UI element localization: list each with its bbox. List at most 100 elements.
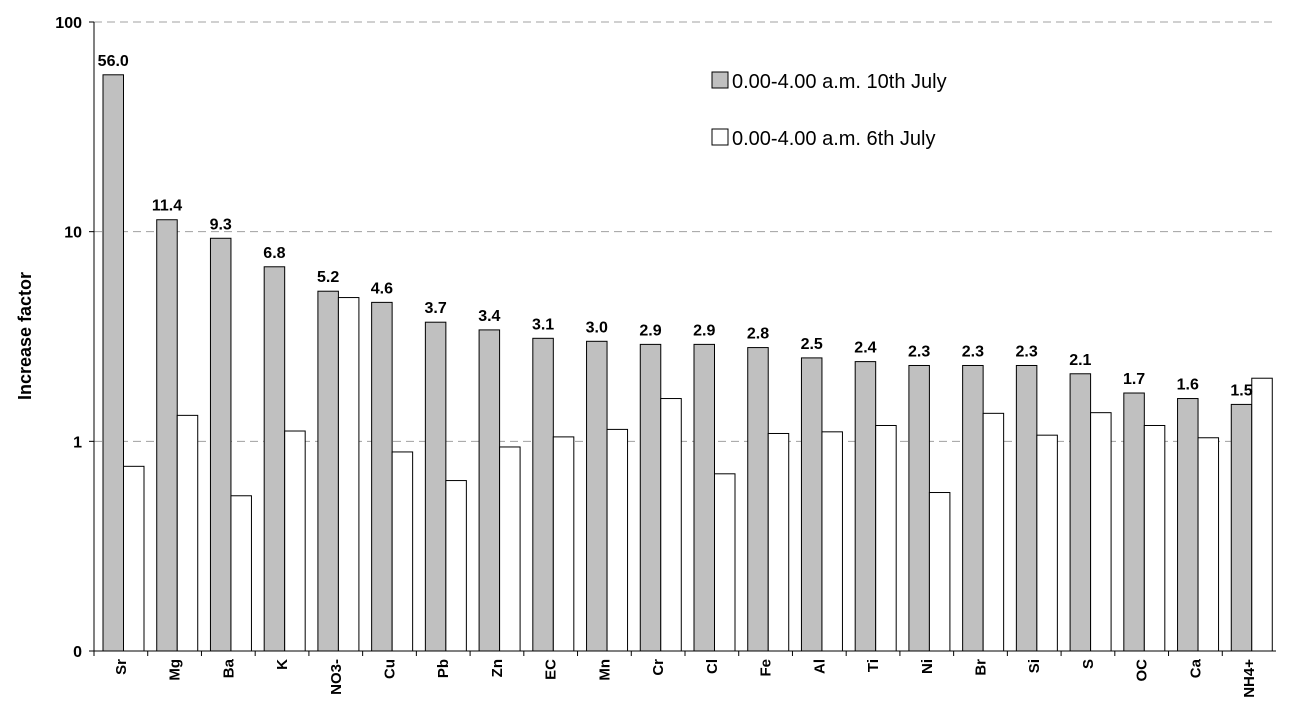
bar-10th-july xyxy=(317,290,339,652)
bar-10th-july xyxy=(800,357,823,652)
bar-10th-july xyxy=(156,219,178,652)
y-axis-title: Increase factor xyxy=(15,272,35,400)
bar-6th-july xyxy=(176,414,199,652)
x-tick-label: Ca xyxy=(1187,658,1204,678)
bar-6th-july xyxy=(821,431,843,652)
bar-6th-july xyxy=(1197,437,1220,652)
bar-6th-july xyxy=(714,473,736,652)
x-tick-label: NO3- xyxy=(328,659,345,695)
bar-10th-july xyxy=(639,343,662,652)
x-tick-label: Ti xyxy=(865,659,882,672)
bar-6th-july xyxy=(445,480,467,652)
x-tick-label: Cr xyxy=(650,659,667,676)
bar-10th-july xyxy=(209,237,232,652)
x-tick-label: Al xyxy=(811,659,828,674)
data-label: 1.6 xyxy=(1177,377,1199,394)
data-label: 2.9 xyxy=(693,322,715,339)
x-tick-label: Si xyxy=(1026,659,1043,673)
data-labels: 56.0 11.4 9.3 6.8 5.2 4.6 3.7 3.4 3.1 3.0 2.9 2.9 2.… xyxy=(98,53,1253,400)
data-label: 9.3 xyxy=(210,216,232,233)
data-label: 3.4 xyxy=(478,308,500,325)
bar-6th-july xyxy=(660,398,682,652)
bar-10th-july xyxy=(962,364,984,652)
bar-10th-july xyxy=(1069,373,1092,652)
bar-6th-july xyxy=(391,451,414,652)
x-tick-label: K xyxy=(274,659,291,670)
x-tick-label: Cu xyxy=(382,659,399,679)
bar-6th-july xyxy=(337,297,360,652)
data-label: 2.9 xyxy=(639,322,661,339)
x-tick-label: Fe xyxy=(758,659,775,677)
x-tick-label: OC xyxy=(1134,659,1151,682)
bar-10th-july xyxy=(478,329,501,652)
y-ticks: 0 1 10 100 xyxy=(55,15,94,661)
x-tick-label: Mn xyxy=(596,659,613,681)
x-tick-label: NH4+ xyxy=(1241,659,1258,698)
x-tick-label: Sr xyxy=(113,659,130,675)
bar-10th-july xyxy=(1177,398,1199,652)
data-label: 4.6 xyxy=(371,280,393,297)
bar-10th-july xyxy=(371,301,393,652)
bar-6th-july xyxy=(230,495,252,652)
data-label: 2.3 xyxy=(1015,343,1037,360)
bar-6th-july xyxy=(1251,377,1273,652)
data-label: 2.1 xyxy=(1069,352,1091,369)
data-label: 1.5 xyxy=(1230,382,1252,399)
bar-10th-july xyxy=(424,321,447,652)
data-label: 2.8 xyxy=(747,326,769,343)
bar-10th-july xyxy=(586,340,608,652)
x-tick-label: Ba xyxy=(220,658,237,678)
x-tick-label: EC xyxy=(543,659,560,680)
bar-6th-july xyxy=(123,465,145,652)
bar-10th-july xyxy=(532,337,554,652)
data-label: 2.3 xyxy=(908,343,930,360)
legend-label-series-2: 0.00-4.00 a.m. 6th July xyxy=(732,128,935,150)
bar-6th-july xyxy=(499,446,521,652)
legend-swatch-series-1 xyxy=(711,71,729,89)
bar-10th-july xyxy=(102,74,124,652)
y-tick-label: 1 xyxy=(73,434,82,451)
data-label: 11.4 xyxy=(152,198,182,215)
bar-10th-july xyxy=(693,343,715,652)
bar-6th-july xyxy=(1143,424,1166,652)
bars xyxy=(102,74,1273,652)
bar-6th-july xyxy=(284,430,306,652)
data-label: 3.0 xyxy=(586,319,608,336)
legend-swatch-series-2 xyxy=(711,128,729,146)
data-label: 2.4 xyxy=(854,340,876,357)
bar-10th-july xyxy=(1015,364,1038,652)
data-label: 5.2 xyxy=(317,269,339,286)
bar-10th-july xyxy=(1230,403,1253,652)
bar-10th-july xyxy=(854,361,877,652)
data-label: 3.7 xyxy=(424,300,446,317)
data-label: 2.5 xyxy=(801,336,823,353)
bar-6th-july xyxy=(1090,412,1112,652)
bar-10th-july xyxy=(263,266,286,652)
bar-10th-july xyxy=(747,347,769,652)
data-label: 56.0 xyxy=(98,53,129,70)
bar-10th-july xyxy=(908,364,930,652)
bar-6th-july xyxy=(928,492,951,652)
x-tick-label: Pb xyxy=(435,659,452,678)
bar-6th-july xyxy=(606,428,629,652)
bar-6th-july xyxy=(1036,434,1058,652)
bar-6th-july xyxy=(982,412,1005,652)
data-label: 2.3 xyxy=(962,343,984,360)
x-tick-label: Zn xyxy=(489,659,506,677)
data-label: 3.1 xyxy=(532,316,554,333)
legend-label-series-1: 0.00-4.00 a.m. 10th July xyxy=(732,71,947,93)
x-tick-label: Mg xyxy=(167,659,184,681)
bar-6th-july xyxy=(875,424,897,652)
x-tick-label: Cl xyxy=(704,659,721,674)
x-tick-label: S xyxy=(1080,659,1097,669)
x-tick-label: Ni xyxy=(919,659,936,674)
legend: 0.00-4.00 a.m. 10th July 0.00-4.00 a.m. … xyxy=(711,71,947,150)
y-tick-label: 10 xyxy=(64,225,82,242)
bar-6th-july xyxy=(767,432,790,652)
x-labels: Sr Mg Ba K NO3- Cu Pb Zn EC Mn Cr Cl Fe Al Ti Ni Br Si S OC… xyxy=(93,651,1258,698)
y-tick-label: 100 xyxy=(55,15,82,32)
bar-10th-july xyxy=(1123,392,1145,652)
x-tick-label: Br xyxy=(973,659,990,676)
bar-6th-july xyxy=(552,436,575,652)
